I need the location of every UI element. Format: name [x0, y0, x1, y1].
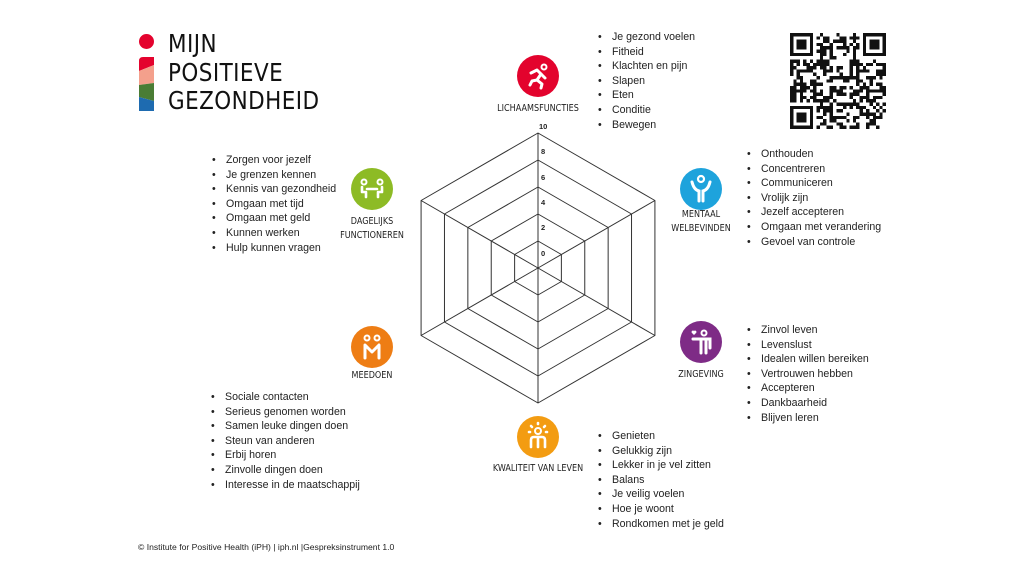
kwaliteit-van-leven-list: Genieten Gelukkig zijn Lekker in je vel … — [598, 429, 724, 531]
dagelijks-functioneren-icon — [351, 168, 393, 210]
scale-label: 4 — [541, 198, 546, 207]
list-item: Communiceren — [747, 176, 881, 191]
list-item: Hulp kunnen vragen — [212, 241, 336, 256]
list-item: Serieus genomen worden — [211, 405, 360, 420]
two-people-icon — [363, 334, 381, 360]
kwaliteit-van-leven-label: KWALITEIT VAN LEVEN — [492, 463, 584, 474]
list-item: Balans — [598, 473, 724, 488]
list-item: Je gezond voelen — [598, 30, 695, 45]
person-sun-icon — [527, 421, 549, 449]
person-heart-icon — [691, 329, 712, 355]
mentaal-welbevinden-icon — [680, 168, 722, 210]
dagelijks-functioneren-list: Zorgen voor jezelf Je grenzen kennen Ken… — [212, 153, 336, 255]
lichaamsfuncties-list: Je gezond voelen Fitheid Klachten en pij… — [598, 30, 695, 132]
meedoen-label: MEEDOEN — [351, 370, 393, 381]
list-item: Samen leuke dingen doen — [211, 419, 360, 434]
mentaal-welbevinden-label: MENTAAL WELBEVINDEN — [633, 208, 769, 236]
mentaal-welbevinden-list: Onthouden Concentreren Communiceren Vrol… — [747, 147, 881, 249]
list-item: Rondkomen met je geld — [598, 517, 724, 532]
radar-spoke — [420, 200, 539, 269]
qr-code — [790, 33, 886, 129]
list-item: Levenslust — [747, 338, 869, 353]
list-item: Je veilig voelen — [598, 487, 724, 502]
label-line: MENTAAL — [681, 209, 721, 220]
label-line: DAGELIJKS — [350, 216, 394, 227]
label-line: FUNCTIONEREN — [340, 230, 404, 241]
logo-bar — [139, 57, 154, 111]
logo-line: GEZONDHEID — [168, 86, 320, 115]
list-item: Erbij horen — [211, 448, 360, 463]
people-at-table-icon — [360, 178, 384, 199]
list-item: Steun van anderen — [211, 434, 360, 449]
list-item: Fitheid — [598, 45, 695, 60]
radar-spoke — [420, 267, 539, 336]
list-item: Bewegen — [598, 118, 695, 133]
list-item: Omgaan met verandering — [747, 220, 881, 235]
list-item: Sociale contacten — [211, 390, 360, 405]
list-item: Lekker in je vel zitten — [598, 458, 724, 473]
meedoen-icon — [351, 326, 393, 368]
zingeving-list: Zinvol leven Levenslust Idealen willen b… — [747, 323, 869, 425]
scale-label: 0 — [541, 249, 546, 258]
list-item: Hoe je woont — [598, 502, 724, 517]
logo-line: MIJN — [168, 29, 218, 58]
list-item: Kunnen werken — [212, 226, 336, 241]
list-item: Onthouden — [747, 147, 881, 162]
zingeving-label: ZINGEVING — [678, 369, 724, 380]
list-item: Genieten — [598, 429, 724, 444]
list-item: Concentreren — [747, 162, 881, 177]
list-item: Idealen willen bereiken — [747, 352, 869, 367]
list-item: Gelukkig zijn — [598, 444, 724, 459]
logo-line: POSITIEVE — [168, 57, 284, 87]
list-item: Vrolijk zijn — [747, 191, 881, 206]
zingeving-icon — [680, 321, 722, 363]
list-item: Dankbaarheid — [747, 396, 869, 411]
person-arms-up-icon — [690, 174, 712, 203]
meedoen-list: Sociale contacten Serieus genomen worden… — [211, 390, 360, 492]
running-person-icon — [528, 63, 548, 90]
list-item: Omgaan met tijd — [212, 197, 336, 212]
list-item: Gevoel van controle — [747, 235, 881, 250]
label-line: WELBEVINDEN — [671, 223, 731, 234]
scale-label: 6 — [541, 173, 546, 182]
list-item: Zinvolle dingen doen — [211, 463, 360, 478]
dagelijks-functioneren-label: DAGELIJKS FUNCTIONEREN — [304, 215, 440, 243]
list-item: Eten — [598, 88, 695, 103]
list-item: Slapen — [598, 74, 695, 89]
scale-label: 8 — [541, 147, 546, 156]
list-item: Jezelf accepteren — [747, 205, 881, 220]
list-item: Omgaan met geld — [212, 211, 336, 226]
list-item: Blijven leren — [747, 411, 869, 426]
footer-copyright: © Institute for Positive Health (iPH) | … — [138, 542, 395, 552]
scale-label: 10 — [539, 122, 548, 131]
list-item: Je grenzen kennen — [212, 168, 336, 183]
list-item: Klachten en pijn — [598, 59, 695, 74]
kwaliteit-van-leven-icon — [517, 416, 559, 458]
list-item: Zorgen voor jezelf — [212, 153, 336, 168]
lichaamsfuncties-icon — [517, 55, 559, 97]
list-item: Kennis van gezondheid — [212, 182, 336, 197]
lichaamsfuncties-label: LICHAAMSFUNCTIES — [497, 103, 579, 114]
list-item: Zinvol leven — [747, 323, 869, 338]
list-item: Interesse in de maatschappij — [211, 478, 360, 493]
radar-spoke — [537, 267, 656, 336]
logo-title: MIJN POSITIEVE GEZONDHEID — [168, 29, 320, 116]
list-item: Accepteren — [747, 381, 869, 396]
list-item: Conditie — [598, 103, 695, 118]
list-item: Vertrouwen hebben — [747, 367, 869, 382]
scale-label: 2 — [541, 223, 546, 232]
radar-spoke — [537, 200, 656, 269]
logo-dot — [139, 34, 154, 49]
